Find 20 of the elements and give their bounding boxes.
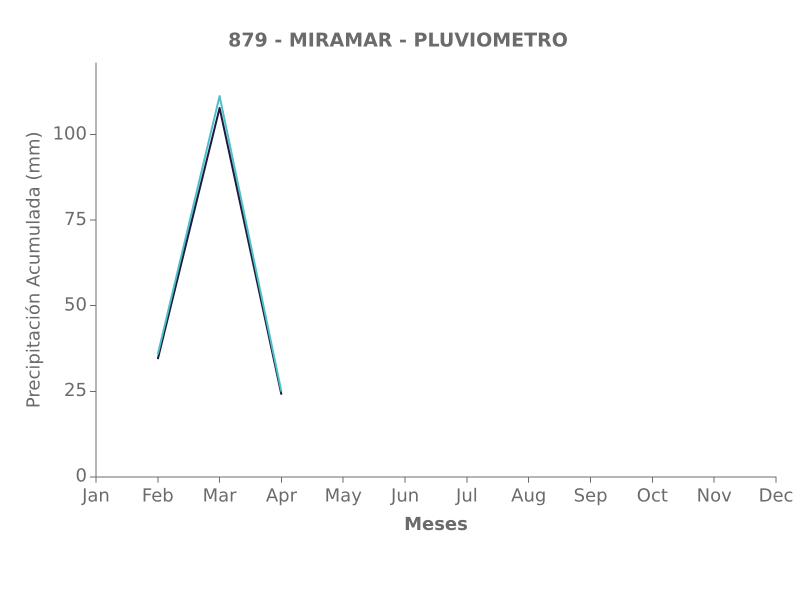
x-tick-label: Nov — [696, 485, 732, 506]
x-tick-label: Aug — [511, 485, 546, 506]
y-tick-label: 25 — [64, 380, 87, 401]
y-axis-title: Precipitación Acumulada (mm) — [23, 131, 44, 408]
y-tick-label: 50 — [64, 294, 87, 316]
y-tick-label: 75 — [64, 208, 87, 230]
x-tick-label: Jan — [81, 485, 110, 506]
x-tick-label: Jul — [455, 485, 478, 506]
x-tick-label: Jun — [390, 485, 420, 506]
y-tick-label: 0 — [76, 465, 87, 486]
x-tick-label: Feb — [142, 485, 174, 506]
x-tick-label: May — [324, 485, 362, 506]
x-tick-label: Apr — [266, 485, 298, 506]
x-tick-label: Mar — [202, 485, 238, 506]
x-tick-label: Sep — [574, 485, 608, 506]
x-axis-title: Meses — [404, 514, 468, 535]
chart-title: 879 - MIRAMAR - PLUVIOMETRO — [228, 29, 568, 52]
x-tick-label: Oct — [636, 485, 668, 506]
y-tick-label: 100 — [52, 123, 87, 144]
x-tick-label: Dec — [758, 485, 794, 506]
